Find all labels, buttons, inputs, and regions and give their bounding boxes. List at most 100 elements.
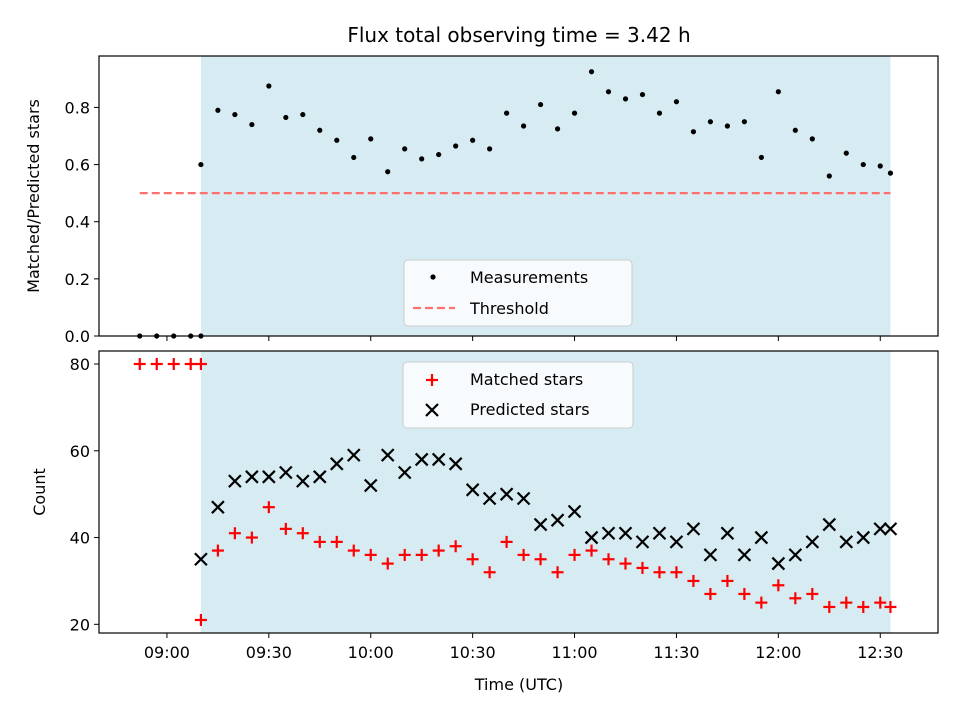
predicted-stars-point [245,470,259,484]
matched-stars-point [313,535,326,548]
y-tick-label: 0.4 [65,213,90,232]
predicted-stars-point [516,491,531,506]
measurement-point [317,127,323,133]
matched-stars-point [483,566,496,579]
measurement-point [656,110,663,116]
x-tick-label: 10:00 [348,643,394,662]
matched-stars-point [874,596,887,609]
predicted-stars-point [856,530,871,545]
count-legend-box [402,361,634,429]
matched-stars-point [133,358,146,371]
matched-stars-point [211,544,224,557]
predicted-stars-point [635,535,650,549]
matched-stars-point [279,522,292,535]
measurement-point [605,89,612,95]
matched-stars-point [568,548,581,561]
legend-measurements-label: Measurements [470,268,588,287]
matched-stars-point [150,358,163,371]
ratio-legend-box [403,259,633,327]
measurement-point [351,154,357,161]
measurement-point [775,89,781,95]
matched-stars-point [653,566,666,579]
ratio-y-axis-label: Matched/Predicted stars [24,99,43,293]
measurement-point [215,107,221,113]
predicted-stars-point [262,470,276,484]
predicted-stars-point [720,526,735,540]
measurement-point [639,91,646,98]
y-tick-label: 0.6 [65,156,90,175]
y-tick-label: 80 [70,355,90,374]
measurement-point [741,119,747,125]
x-tick-label: 11:00 [551,643,597,662]
matched-stars-point [823,600,836,613]
matched-stars-point [449,540,462,553]
x-tick-label: 09:30 [246,643,292,662]
measurement-point [198,161,204,168]
predicted-stars-point [533,517,548,532]
legend-predicted-label: Predicted stars [470,400,590,419]
legend-measurements-marker [430,274,436,280]
legend-matched-marker [426,374,438,386]
count-legend: Matched stars Predicted stars [402,361,634,429]
measurement-point [368,136,374,142]
predicted-stars-point [431,452,446,467]
matched-stars-point [534,553,547,566]
matched-stars-point [619,557,632,570]
predicted-stars-point [465,483,480,497]
predicted-stars-point [669,535,684,549]
chart-title: Flux total observing time = 3.42 h [347,23,690,47]
predicted-stars-point [839,535,854,549]
predicted-stars-point [482,491,497,506]
matched-stars-point [602,553,615,566]
legend-threshold-label: Threshold [469,299,549,318]
matched-stars-point [347,544,360,557]
matched-stars-point [415,548,428,561]
predicted-stars-point [211,500,225,514]
measurement-point [707,119,714,125]
measurement-point [758,154,764,161]
predicted-stars-point [550,513,565,527]
measurement-point [860,161,866,168]
y-tick-label: 60 [70,442,90,461]
predicted-stars-point [788,548,803,562]
predicted-stars-point [279,465,293,480]
measurement-point [249,121,255,128]
predicted-stars-point [194,552,208,567]
matched-stars-point [167,358,180,371]
y-tick-label: 20 [70,615,90,634]
measurement-point [588,69,595,75]
matched-stars-point [636,561,649,574]
measurement-point [809,136,815,142]
matched-stars-point [262,501,275,514]
measurement-point [690,129,697,135]
legend-predicted-marker [425,403,439,417]
x-tick-label: 11:30 [653,643,699,662]
measurement-point [554,126,561,132]
count-axes-frame [98,350,939,634]
matched-stars-point [704,587,717,600]
measurement-point [232,111,238,118]
measurement-point [504,110,510,116]
matched-stars-point [840,596,853,609]
predicted-stars-point [601,526,616,540]
x-tick-label: 12:30 [857,643,903,662]
measurement-point [453,143,459,149]
predicted-stars-point [228,474,242,488]
measurement-point [792,127,798,133]
ratio-panel: Flux total observing time = 3.42 h 0.00.… [24,23,939,346]
measurement-point [300,111,306,118]
matched-stars-point [194,613,207,626]
matched-stars-point [721,574,734,587]
measurement-point [843,150,849,156]
matched-stars-point [585,544,598,557]
predicted-stars-point [805,535,820,549]
measurement-point [470,137,476,143]
predicted-stars-point [313,470,327,484]
predicted-stars-point [883,522,898,536]
predicted-stars-point [448,457,463,471]
measurement-point [385,169,391,175]
matched-stars-point [364,548,377,561]
x-tick-label: 12:00 [755,643,801,662]
matched-stars-point [772,579,785,592]
